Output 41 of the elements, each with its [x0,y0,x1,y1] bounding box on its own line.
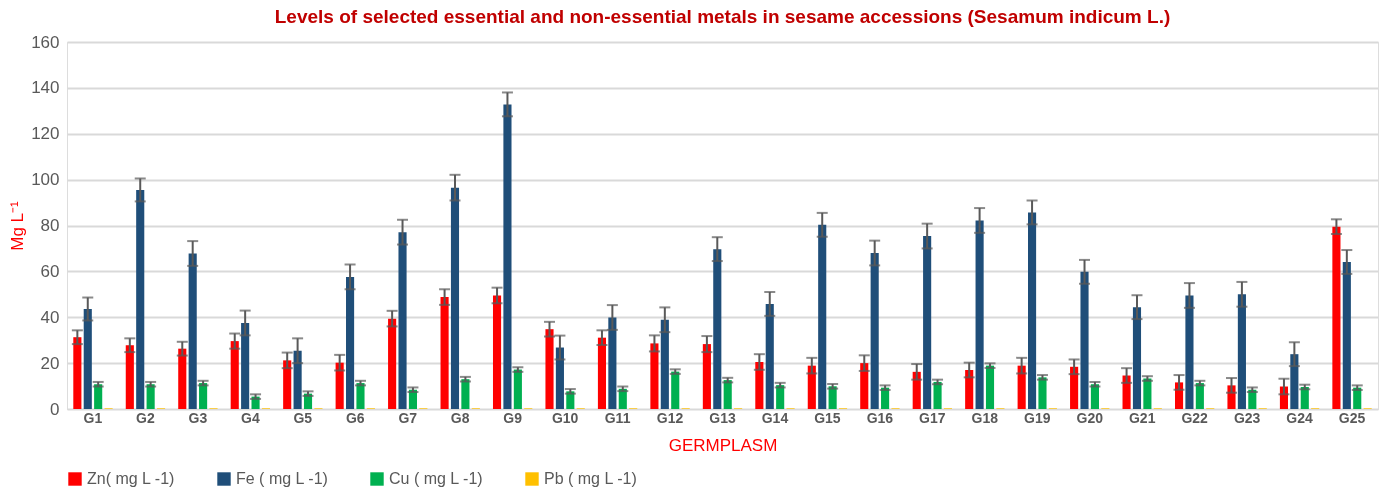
x-tick-label: G17 [919,409,946,426]
x-tick-label: G16 [866,409,894,426]
y-tick-label: 140 [31,78,60,98]
x-tick-label: G2 [136,409,155,426]
x-tick-label: G8 [450,409,470,426]
x-tick-label: G20 [1076,409,1104,426]
legend-label: Fe ( mg L -1) [236,470,328,487]
x-tick-label: G7 [398,409,418,426]
y-tick-label: 0 [50,399,60,419]
x-tick-label: G18 [971,409,999,426]
x-tick-label: G10 [551,409,579,426]
legend-label: Zn( mg L -1) [87,470,175,487]
y-tick-label: 120 [31,124,60,144]
x-tick-label: G12 [656,409,684,426]
x-tick-label: G14 [761,409,789,426]
x-tick-label: G1 [83,409,103,426]
x-tick-label: G24 [1286,409,1314,426]
y-tick-label: 160 [31,32,60,52]
x-axis-title: GERMPLASM [668,435,778,455]
y-axis-title: Mg L⁻¹ [8,200,28,251]
x-tick-label: G23 [1233,409,1261,426]
x-tick-label: G4 [241,409,260,426]
x-tick-label: G6 [345,409,365,426]
y-tick-label: 60 [40,261,60,281]
x-tick-label: G15 [814,409,841,426]
x-tick-label: G13 [709,409,736,426]
x-tick-label: G9 [503,409,523,426]
x-tick-label: G22 [1181,409,1209,426]
x-tick-label: G11 [604,409,631,426]
y-tick-label: 100 [31,170,60,190]
x-tick-label: G5 [293,409,313,426]
legend-label: Pb ( mg L -1) [544,470,637,487]
x-tick-label: G3 [188,409,208,426]
x-tick-label: G19 [1024,409,1051,426]
y-tick-label: 80 [40,216,60,235]
legend-label: Cu ( mg L -1) [389,470,483,487]
x-tick-label: G25 [1338,409,1366,426]
y-tick-label: 40 [40,307,60,327]
x-tick-label: G21 [1128,409,1156,426]
chart-title: Levels of selected essential and non-essential metals in sesame accessions (Sesamum indicum L.) [274,6,1171,27]
y-tick-label: 20 [40,353,60,373]
